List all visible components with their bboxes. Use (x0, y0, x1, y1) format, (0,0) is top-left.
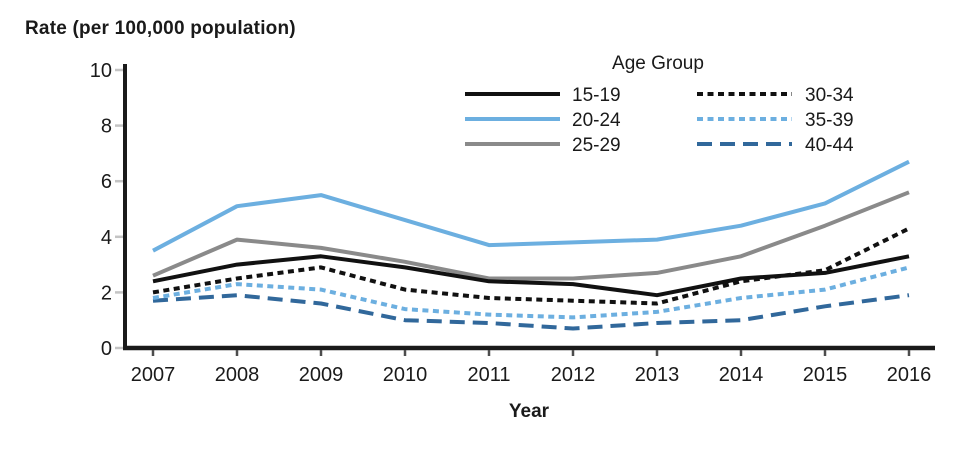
x-tick-label: 2011 (467, 364, 510, 386)
x-tick-label: 2012 (551, 364, 596, 386)
y-tick-label: 2 (101, 282, 112, 304)
series-line-35-39 (152, 265, 910, 320)
chart-title: Rate (per 100,000 population) (25, 18, 296, 39)
x-tick-label: 2014 (719, 364, 764, 386)
legend-label-20-24: 20-24 (572, 110, 621, 131)
y-tick-label: 8 (101, 116, 112, 138)
y-tick-label: 4 (101, 227, 112, 249)
legend-title: Age Group (612, 53, 704, 74)
legend-label-15-19: 15-19 (572, 85, 621, 106)
legend-label-35-39: 35-39 (805, 110, 854, 131)
y-tick-label: 10 (90, 60, 112, 82)
y-tick-label: 0 (101, 338, 112, 360)
x-tick-label: 2008 (215, 364, 260, 386)
series-line-25-29 (152, 190, 910, 281)
series-line-15-19 (152, 254, 910, 298)
x-tick-label: 2013 (635, 364, 680, 386)
series-line-20-24 (152, 159, 910, 253)
series-line-40-44 (152, 293, 910, 331)
x-tick-label: 2015 (803, 364, 848, 386)
series-line-30-34 (152, 226, 910, 306)
legend-label-30-34: 30-34 (805, 85, 854, 106)
legend-label-25-29: 25-29 (572, 135, 621, 156)
y-tick-label: 6 (101, 171, 112, 193)
x-tick-label: 2016 (887, 364, 932, 386)
x-tick-label: 2007 (131, 364, 176, 386)
x-axis-title: Year (509, 401, 550, 422)
x-tick-label: 2010 (383, 364, 428, 386)
legend-label-40-44: 40-44 (805, 135, 854, 156)
x-tick-label: 2009 (299, 364, 344, 386)
